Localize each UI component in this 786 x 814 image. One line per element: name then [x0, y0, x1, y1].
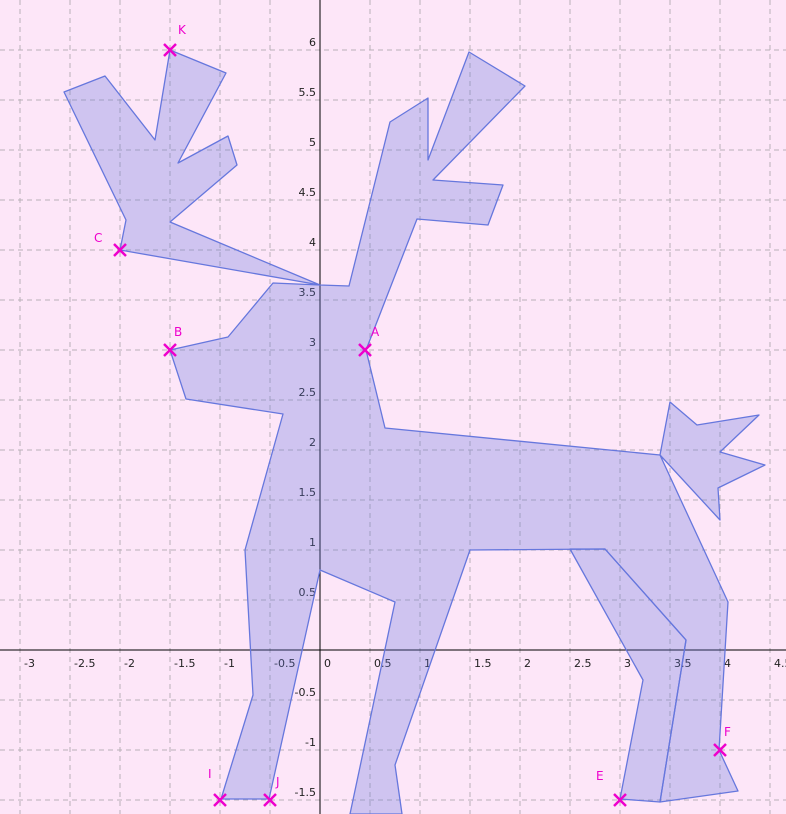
y-tick-label: -1	[305, 736, 316, 749]
y-tick-label: 4	[309, 236, 316, 249]
y-tick-label: 6	[309, 36, 316, 49]
point-label: C	[94, 231, 102, 245]
y-tick-label: -0.5	[295, 686, 316, 699]
y-tick-label: -1.5	[295, 786, 316, 799]
y-tick-label: 4.5	[299, 186, 317, 199]
point-label: K	[178, 23, 187, 37]
point-label: E	[596, 769, 604, 783]
y-tick-label: 5	[309, 136, 316, 149]
x-tick-label: 1.5	[474, 657, 492, 670]
point-label: F	[724, 725, 731, 739]
x-tick-label: 0	[324, 657, 331, 670]
page: {"chart_data": {"type": "geometry", "xli…	[0, 0, 786, 814]
x-tick-label: 2.5	[574, 657, 592, 670]
point-label: B	[174, 325, 182, 339]
x-tick-label: 3	[624, 657, 631, 670]
x-tick-label: -3	[24, 657, 35, 670]
x-tick-label: -1	[224, 657, 235, 670]
x-tick-label: -2.5	[74, 657, 95, 670]
point-label: J	[275, 775, 280, 789]
x-tick-label: 2	[524, 657, 531, 670]
y-tick-label: 5.5	[299, 86, 317, 99]
plot: -3-2.5-2-1.5-1-0.500.511.522.533.544.5-1…	[0, 0, 786, 814]
x-tick-label: -2	[124, 657, 135, 670]
point-label: A	[371, 325, 380, 339]
x-tick-label: 4.5	[774, 657, 786, 670]
x-tick-label: -1.5	[174, 657, 195, 670]
point-label: I	[208, 767, 212, 781]
